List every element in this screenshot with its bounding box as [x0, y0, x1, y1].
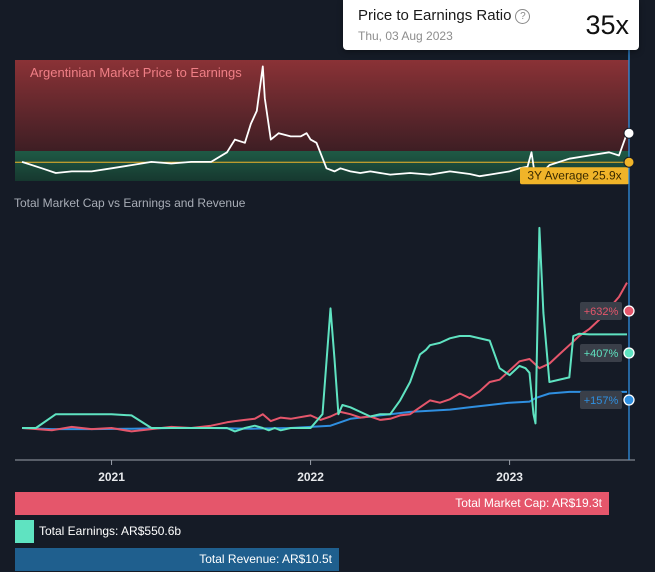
- revenue-bar: Total Revenue: AR$10.5t: [15, 548, 339, 571]
- tooltip-date: Thu, 03 Aug 2023: [358, 29, 453, 43]
- market-cap-bar: Total Market Cap: AR$19.3t: [15, 492, 609, 515]
- earnings-bar: [15, 520, 34, 543]
- series-line-total-earnings: [22, 226, 627, 433]
- pe-end-marker: [623, 127, 635, 139]
- earnings-bar-label: Total Earnings: AR$550.6b: [39, 524, 182, 538]
- series-end-label-box: [580, 391, 622, 409]
- series-end-label: +157%: [584, 395, 619, 407]
- pe-layer: 3Y Average 25.9x: [15, 65, 629, 185]
- tooltip-title: Price to Earnings Ratio?: [358, 7, 531, 24]
- series-end-label-box: [580, 302, 622, 320]
- pe-zone-above: [15, 60, 629, 151]
- mcap-chart-title: Total Market Cap vs Earnings and Revenue: [14, 196, 246, 210]
- pe-series-line: [21, 65, 628, 181]
- pe-chart-title: Argentinian Market Price to Earnings: [30, 65, 242, 80]
- x-ticks: 2021 2022 2023: [98, 460, 523, 484]
- pe-average-badge: [520, 167, 629, 185]
- pe-average-marker: [623, 156, 635, 168]
- x-tick-label: 2023: [496, 470, 523, 484]
- question-circle-icon[interactable]: ?: [515, 9, 531, 24]
- series-end-label: +407%: [584, 348, 619, 360]
- series-end-marker: [623, 394, 635, 406]
- tooltip: Price to Earnings Ratio? Thu, 03 Aug 202…: [343, 0, 639, 50]
- series-end-label: +632%: [584, 306, 619, 318]
- series-end-label-box: [580, 344, 622, 362]
- x-tick-label: 2021: [98, 470, 125, 484]
- x-tick-label: 2022: [297, 470, 324, 484]
- mcap-layer: [21, 226, 628, 433]
- series-end-marker: [623, 305, 635, 317]
- marker-layer: +632% +407% +157%: [580, 127, 635, 409]
- tooltip-value: 35x: [585, 10, 629, 40]
- series-end-marker: [623, 347, 635, 359]
- tooltip-title-text: Price to Earnings Ratio: [358, 7, 512, 24]
- pe-average-label: 3Y Average 25.9x: [527, 169, 621, 183]
